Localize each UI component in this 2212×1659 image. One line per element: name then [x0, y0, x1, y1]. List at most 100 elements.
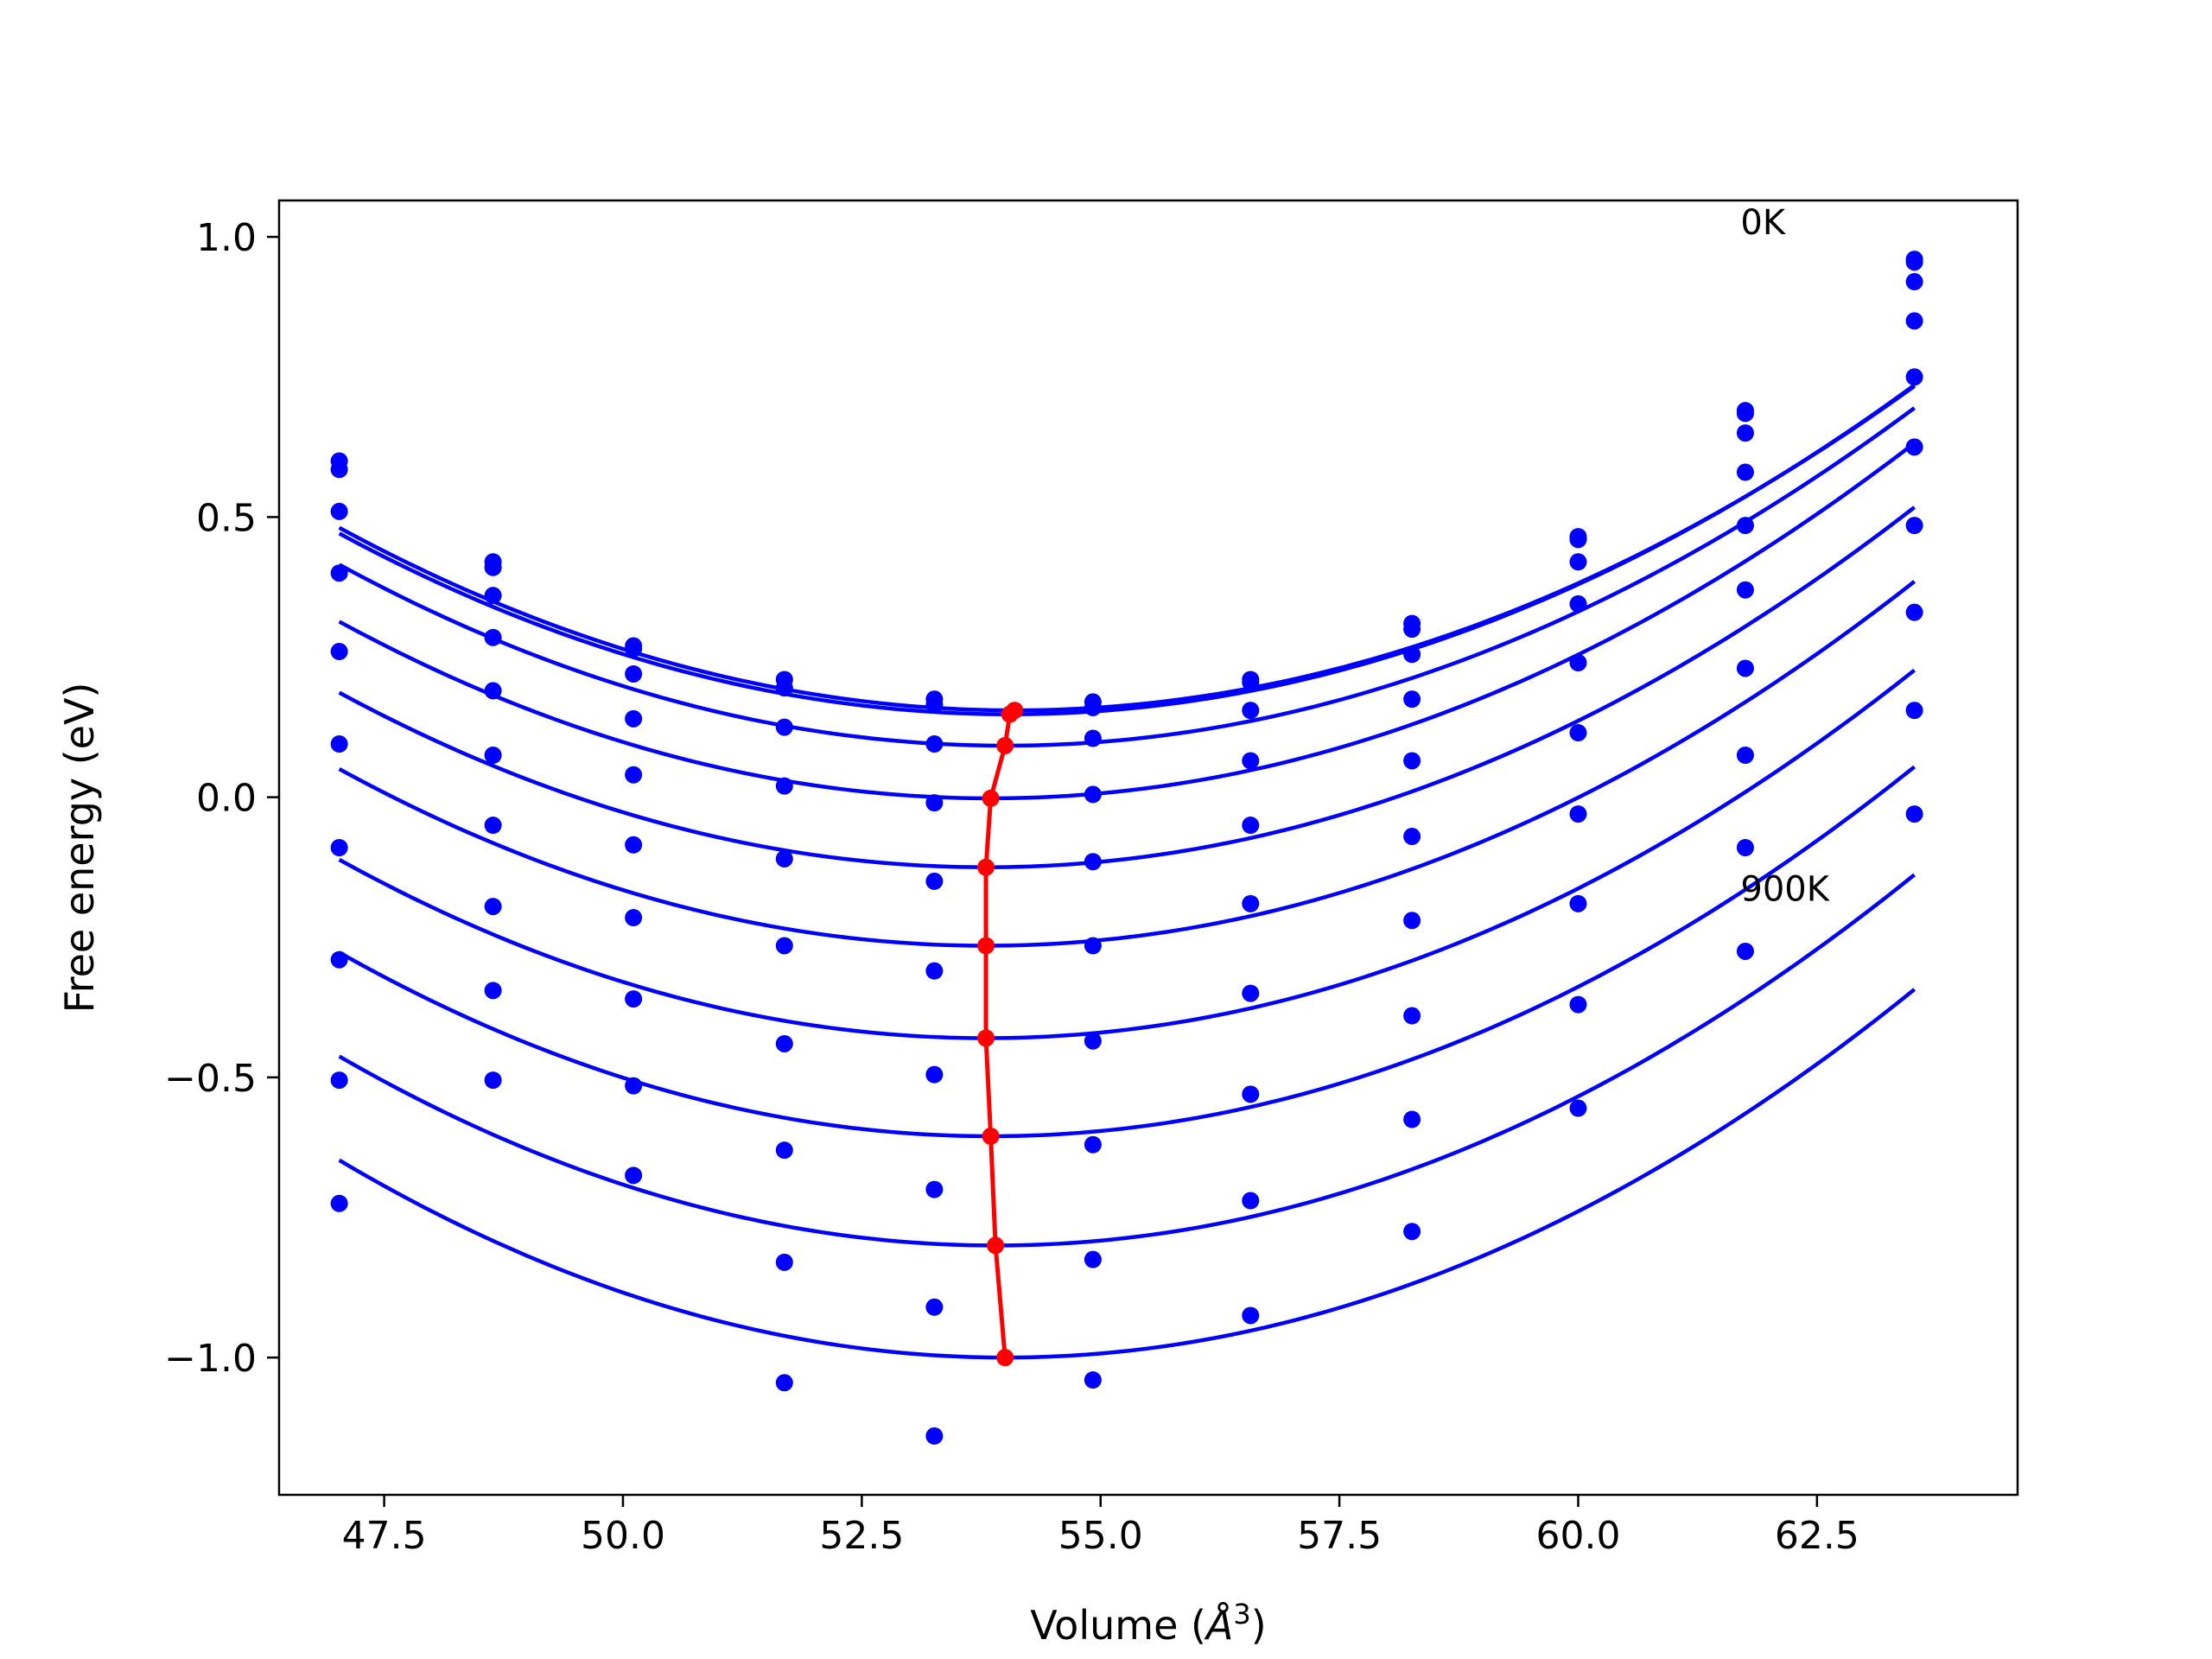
temperature-annotation: 0K	[1740, 203, 1786, 243]
data-point	[484, 628, 502, 646]
data-point	[484, 747, 502, 764]
data-point	[925, 696, 944, 714]
data-point	[1905, 603, 1923, 621]
data-point	[1905, 702, 1923, 720]
data-point	[1403, 1007, 1421, 1025]
data-point	[1242, 673, 1260, 691]
data-point	[625, 909, 643, 927]
data-point	[1403, 690, 1421, 709]
data-point	[1242, 1192, 1260, 1210]
data-point	[625, 836, 643, 854]
data-point	[1569, 553, 1587, 571]
data-point	[1242, 752, 1260, 770]
data-point	[1736, 404, 1754, 423]
fit-curve	[338, 765, 1916, 1139]
temperature-series	[330, 702, 1923, 1316]
data-point	[1736, 747, 1754, 764]
data-point	[625, 1077, 643, 1095]
temperature-series	[330, 273, 1923, 753]
data-point	[1736, 839, 1754, 856]
data-point	[484, 982, 502, 1000]
data-point	[775, 1253, 793, 1271]
temperature-series	[330, 438, 1923, 980]
data-point	[625, 1166, 643, 1185]
data-point	[330, 564, 348, 582]
temperature-series	[330, 368, 1923, 890]
temperature-series	[330, 312, 1923, 812]
x-tick-label: 55.0	[1058, 1514, 1143, 1558]
minimum-path	[977, 702, 1024, 1367]
data-point	[1242, 1085, 1260, 1103]
data-point	[1403, 828, 1421, 846]
data-point	[330, 950, 348, 969]
data-point	[625, 990, 643, 1008]
data-point	[775, 1374, 793, 1392]
x-tick-label: 60.0	[1535, 1514, 1620, 1558]
data-point	[1905, 312, 1923, 330]
temperature-series	[330, 805, 1923, 1445]
data-point	[925, 962, 944, 980]
data-point	[1569, 654, 1587, 671]
minimum-path-line	[983, 709, 1016, 1358]
data-point	[1403, 752, 1421, 770]
data-point	[625, 766, 643, 784]
data-point	[484, 587, 502, 605]
data-point	[925, 1298, 944, 1316]
data-point	[775, 718, 793, 736]
data-point	[1569, 594, 1587, 613]
data-point	[1569, 1099, 1587, 1117]
x-axis-label: Volume (Å3)	[1030, 1598, 1266, 1649]
minimum-point	[977, 858, 995, 876]
data-point	[1736, 942, 1754, 960]
data-point	[484, 817, 502, 835]
data-point	[1084, 853, 1102, 871]
minimum-point	[982, 1127, 1000, 1145]
data-point	[1084, 1032, 1102, 1050]
data-point	[1905, 253, 1923, 271]
data-point	[775, 849, 793, 868]
data-point	[925, 1180, 944, 1198]
data-point	[1905, 273, 1923, 291]
data-point	[330, 461, 348, 479]
data-point	[1905, 805, 1923, 823]
data-point	[1736, 659, 1754, 677]
plot-marks	[330, 251, 1923, 1445]
data-point	[775, 937, 793, 955]
data-point	[484, 1071, 502, 1090]
data-point	[1242, 894, 1260, 912]
data-point	[484, 898, 502, 916]
data-point	[1905, 517, 1923, 535]
minimum-point	[996, 1349, 1014, 1367]
minimum-point	[977, 937, 995, 955]
x-tick-label: 50.0	[581, 1514, 665, 1558]
data-point	[925, 794, 944, 812]
data-point	[1736, 463, 1754, 481]
data-point	[625, 664, 643, 683]
data-point	[1084, 1135, 1102, 1154]
data-point	[1569, 724, 1587, 742]
data-point	[330, 1071, 348, 1090]
fit-curve	[338, 988, 1916, 1360]
y-tick-label: 0.5	[196, 496, 257, 540]
axes-frame	[277, 199, 2019, 1497]
data-point	[1084, 1371, 1102, 1389]
data-point	[925, 1427, 944, 1445]
data-point	[1403, 620, 1421, 639]
data-point	[1905, 438, 1923, 456]
data-point	[330, 839, 348, 856]
x-tick-label: 57.5	[1297, 1514, 1382, 1558]
data-point	[1242, 1306, 1260, 1325]
x-tick-label: 62.5	[1775, 1514, 1859, 1558]
data-point	[1736, 517, 1754, 535]
fit-curve	[338, 406, 1916, 748]
data-point	[330, 643, 348, 661]
data-point	[1403, 645, 1421, 664]
data-point	[625, 709, 643, 728]
data-point	[925, 872, 944, 890]
y-tick-label: −0.5	[164, 1057, 257, 1101]
data-point	[1242, 702, 1260, 720]
temperature-series	[330, 517, 1923, 1084]
data-point	[625, 639, 643, 658]
data-point	[330, 502, 348, 520]
